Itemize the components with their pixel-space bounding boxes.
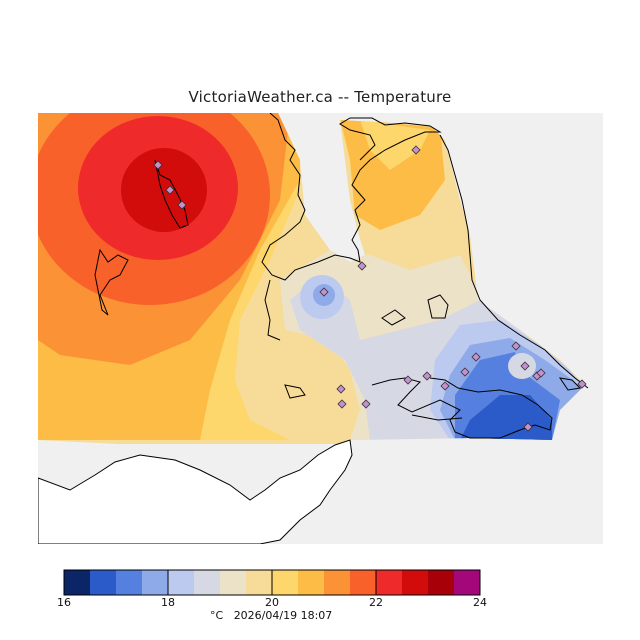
station-marker[interactable]	[153, 160, 163, 170]
station-marker[interactable]	[357, 261, 367, 271]
colorbar-frame	[63, 569, 481, 596]
colorbar-swatch	[246, 570, 273, 595]
colorbar-swatch	[116, 570, 143, 595]
station-marker[interactable]	[536, 368, 546, 378]
unit-label: °C	[210, 609, 224, 622]
station-marker[interactable]	[511, 341, 521, 351]
colorbar-swatch	[194, 570, 221, 595]
colorbar	[64, 570, 481, 595]
station-marker[interactable]	[336, 384, 346, 394]
colorbar-swatch	[168, 570, 195, 595]
station-marker[interactable]	[523, 422, 533, 432]
colorbar-swatch	[324, 570, 351, 595]
land-washington	[38, 439, 353, 544]
station-marker[interactable]	[403, 375, 413, 385]
colorbar-swatch	[64, 570, 91, 595]
map-title: VictoriaWeather.ca -- Temperature	[188, 88, 452, 106]
station-marker[interactable]	[471, 352, 481, 362]
colorbar-tick-20: 20	[265, 596, 279, 609]
colorbar-tick-24: 24	[473, 596, 487, 609]
station-marker[interactable]	[460, 367, 470, 377]
colorbar-swatch	[428, 570, 455, 595]
station-marker[interactable]	[577, 379, 587, 389]
colorbar-swatch	[298, 570, 325, 595]
station-marker[interactable]	[440, 381, 450, 391]
colorbar-tick-18: 18	[161, 596, 175, 609]
colorbar-swatch	[454, 570, 481, 595]
colorbar-swatch	[142, 570, 169, 595]
station-marker[interactable]	[422, 371, 432, 381]
station-marker[interactable]	[165, 185, 175, 195]
colorbar-tick-16: 16	[57, 596, 71, 609]
colorbar-swatch	[402, 570, 429, 595]
colorbar-swatch	[350, 570, 377, 595]
map-caption: °C 2026/04/19 18:07	[210, 609, 332, 622]
colorbar-swatch	[272, 570, 299, 595]
colorbar-swatch	[376, 570, 403, 595]
station-markers	[153, 145, 587, 432]
timestamp: 2026/04/19 18:07	[233, 609, 333, 622]
station-marker[interactable]	[177, 200, 187, 210]
station-marker[interactable]	[411, 145, 421, 155]
station-marker[interactable]	[337, 399, 347, 409]
band-23	[121, 148, 207, 232]
colorbar-swatch	[90, 570, 117, 595]
station-marker[interactable]	[361, 399, 371, 409]
colorbar-swatch	[220, 570, 247, 595]
station-marker[interactable]	[319, 287, 329, 297]
station-marker[interactable]	[520, 361, 530, 371]
coastlines	[94, 113, 589, 439]
temperature-field	[38, 113, 585, 544]
colorbar-tick-22: 22	[369, 596, 383, 609]
